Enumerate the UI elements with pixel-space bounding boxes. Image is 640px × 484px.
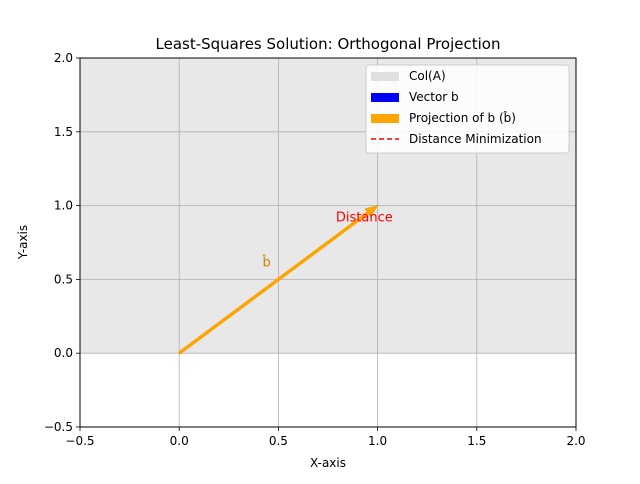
x-tick-label: 2.0 — [566, 434, 585, 448]
y-tick-label: 0.5 — [54, 272, 73, 286]
y-tick-label: −0.5 — [44, 420, 73, 434]
chart-title: Least-Squares Solution: Orthogonal Proje… — [156, 35, 501, 53]
legend-entry-col-a-label: Col(A) — [409, 69, 446, 83]
y-tick-label: 2.0 — [54, 51, 73, 65]
y-tick-label: 1.0 — [54, 199, 73, 213]
legend-entry-vector-b-label: Vector b — [409, 90, 459, 104]
legend-entry-distance-label: Distance Minimization — [409, 132, 542, 146]
y-axis-label: Y-axis — [16, 225, 30, 260]
x-tick-label: 0.5 — [269, 434, 288, 448]
legend-entry-projection-swatch — [371, 114, 399, 123]
legend-entry-projection-label: Projection of b (b̂) — [409, 111, 516, 125]
legend-entry-col-a-swatch — [371, 72, 399, 81]
x-axis-label: X-axis — [310, 456, 346, 470]
legend-box — [365, 64, 570, 154]
x-tick-label: −0.5 — [65, 434, 94, 448]
x-tick-label: 1.5 — [467, 434, 486, 448]
projection-arrow — [177, 205, 379, 355]
x-tick-label: 0.0 — [170, 434, 189, 448]
y-tick-label: 0.0 — [54, 346, 73, 360]
legend: Col(A) Vector b Projection of b (b̂) Distan… — [365, 64, 570, 154]
distance-annotation: Distance — [336, 210, 393, 225]
legend-entry-vector-b-swatch — [371, 93, 399, 102]
y-tick-label: 1.5 — [54, 125, 73, 139]
projection-annotation: b̂ — [262, 255, 271, 270]
axes-frame — [79, 57, 577, 428]
x-tick-label: 1.0 — [368, 434, 387, 448]
